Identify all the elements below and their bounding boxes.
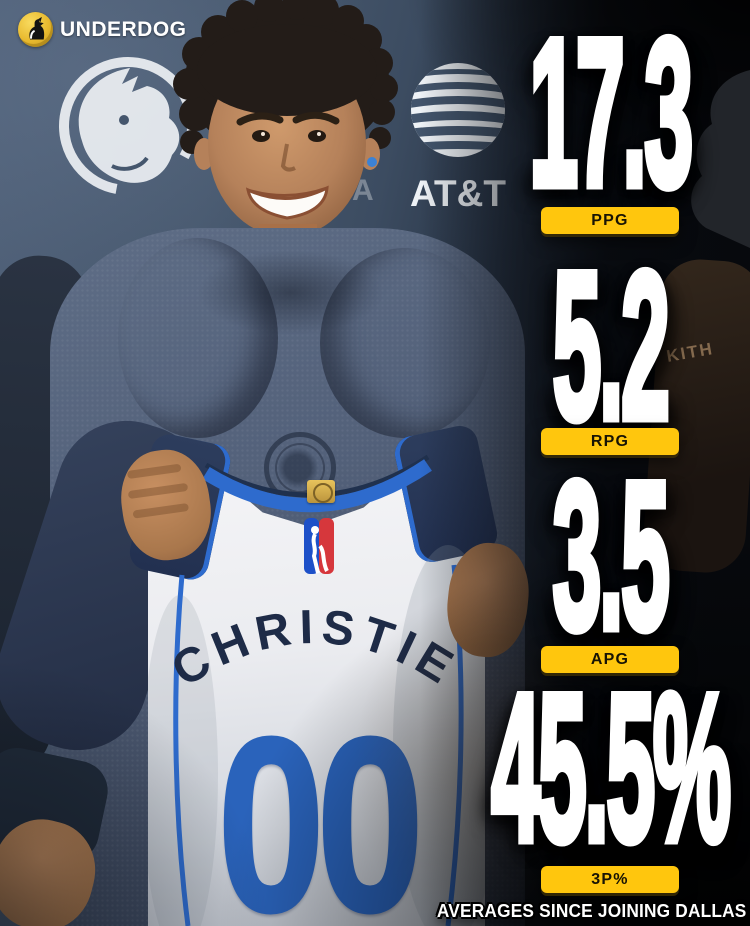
stat-value-3p: 45.5% <box>489 650 733 885</box>
stat-value-ppg: 17.3 <box>527 0 695 230</box>
stat-value-apg: 3.5 <box>551 438 672 673</box>
stat-badge-apg: APG <box>541 646 679 673</box>
stat-badge-ppg: PPG <box>541 207 679 234</box>
kith-label: KITH <box>664 338 716 366</box>
mavericks-silhouette-icon <box>691 70 750 248</box>
stat-badge-rpg: RPG <box>541 428 679 455</box>
stat-value-rpg: 5.2 <box>551 228 672 463</box>
stat-badge-3p: 3P% <box>541 866 679 893</box>
brand-wordmark: UNDERDOG <box>60 17 187 41</box>
caption: AVERAGES SINCE JOINING DALLAS <box>437 901 747 921</box>
underdog-dog-icon <box>18 12 53 47</box>
brand-logo: UNDERDOG <box>18 12 187 47</box>
